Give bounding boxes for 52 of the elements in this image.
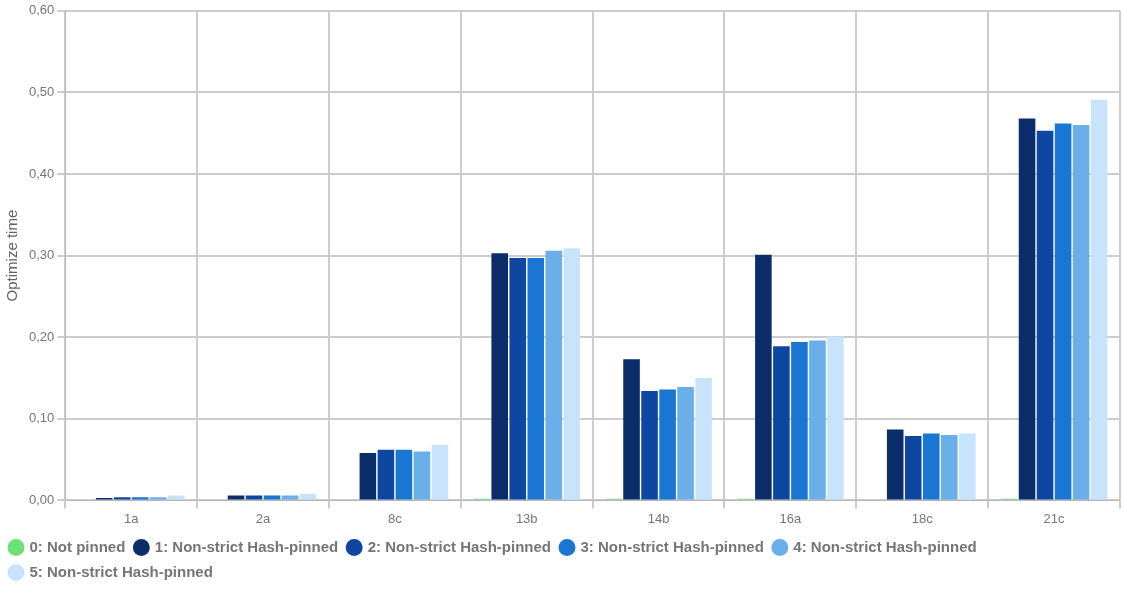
bar [641,391,658,500]
bar [791,342,808,500]
bar [1036,130,1054,500]
x-tick-label: 21c [1043,510,1066,526]
bar [431,444,449,500]
bar [359,453,377,500]
y-tick-label: 0,20 [28,328,55,344]
y-tick-label: 0,50 [28,83,55,99]
bar [491,253,508,500]
y-axis-title: Optimize time [3,209,21,302]
bar [623,359,640,500]
y-tick-label: 0,40 [28,165,55,181]
legend-label: 3: Non-strict Hash-pinned [580,537,764,555]
bar [904,435,922,500]
bar [1018,118,1036,500]
x-tick-label: 8c [388,510,403,526]
legend-label: 1: Non-strict Hash-pinned [154,537,339,555]
x-tick-label: 13b [515,510,538,526]
x-tick-label: 18c [911,510,934,526]
bar [1054,123,1072,500]
legend-label: 2: Non-strict Hash-pinned [367,537,552,555]
bar [827,336,844,500]
bar [377,449,395,500]
bar [659,389,676,500]
y-tick-label: 0,10 [28,410,55,426]
bar [922,433,940,500]
legend-label: 5: Non-strict Hash-pinned [29,562,213,580]
bar [509,258,527,500]
bar [809,340,826,500]
y-tick-label: 0,00 [28,491,55,507]
legend-label: 4: Non-strict Hash-pinned [793,537,977,555]
bar [1072,125,1090,500]
y-tick-label: 0,60 [28,2,55,18]
bar [695,378,712,500]
bar [677,386,694,500]
bar [413,451,431,500]
x-tick-label: 14b [647,510,670,526]
bar [1090,99,1108,500]
bar [755,254,772,500]
bar [886,429,904,500]
legend-label: 0: Not pinned [29,537,126,555]
bar [545,250,563,500]
x-tick-label: 1a [123,510,140,526]
bar [959,433,976,500]
bar [940,435,958,500]
bar [563,248,581,500]
y-tick-label: 0,30 [28,247,55,263]
bar [773,346,790,500]
bar [395,449,413,500]
x-tick-label: 16a [779,510,803,526]
x-tick-label: 2a [255,510,272,526]
bar [527,258,545,500]
